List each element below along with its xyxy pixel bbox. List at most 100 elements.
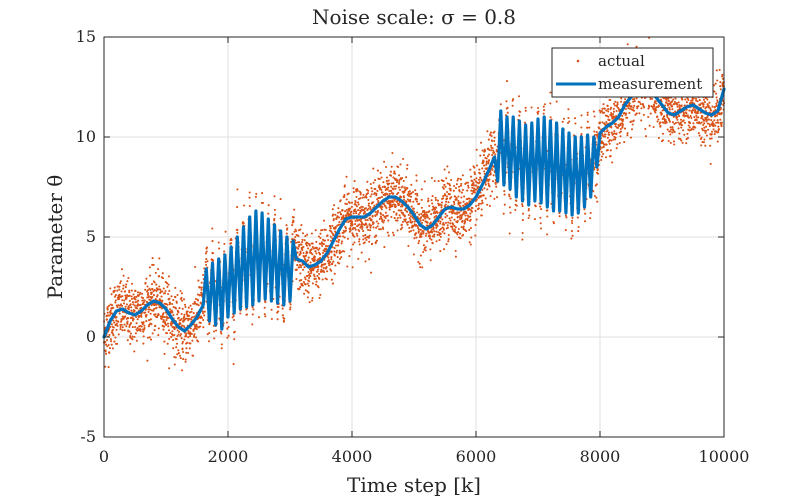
actual-point xyxy=(459,237,462,240)
actual-point xyxy=(158,257,161,260)
actual-point xyxy=(384,211,387,214)
actual-point xyxy=(698,134,701,137)
actual-point xyxy=(681,98,684,101)
actual-point xyxy=(248,196,251,199)
actual-point xyxy=(417,260,420,264)
actual-point xyxy=(381,205,384,208)
actual-point xyxy=(490,144,493,147)
actual-point xyxy=(574,122,577,125)
actual-point xyxy=(122,284,125,287)
actual-point xyxy=(273,217,276,220)
actual-point xyxy=(334,213,337,216)
actual-point xyxy=(362,230,365,233)
actual-point xyxy=(394,187,397,190)
actual-point xyxy=(494,182,497,185)
actual-point xyxy=(340,240,344,243)
actual-point xyxy=(151,332,154,335)
actual-point xyxy=(353,241,356,244)
actual-point xyxy=(140,325,143,328)
actual-point xyxy=(350,201,354,204)
actual-point xyxy=(603,107,606,110)
actual-point xyxy=(163,352,166,355)
actual-point xyxy=(289,308,292,311)
actual-point xyxy=(164,289,167,293)
actual-point xyxy=(308,276,311,279)
actual-point xyxy=(456,231,460,234)
actual-point xyxy=(442,187,445,190)
actual-point xyxy=(122,317,125,320)
actual-point xyxy=(435,226,438,229)
actual-point xyxy=(414,189,417,192)
actual-point xyxy=(318,296,321,299)
actual-point xyxy=(342,235,345,238)
actual-point xyxy=(460,182,463,185)
actual-point xyxy=(667,100,670,103)
actual-point xyxy=(145,313,148,317)
actual-point xyxy=(325,266,328,269)
actual-point xyxy=(638,101,641,104)
actual-point xyxy=(671,108,674,111)
actual-point xyxy=(184,360,187,363)
actual-point xyxy=(203,314,206,317)
actual-point xyxy=(412,207,415,210)
actual-point xyxy=(695,118,698,122)
actual-point xyxy=(446,214,449,217)
actual-point xyxy=(149,274,152,277)
actual-point xyxy=(161,316,164,319)
actual-point xyxy=(172,338,175,342)
actual-point xyxy=(702,141,705,144)
actual-point xyxy=(205,250,208,253)
actual-point xyxy=(434,196,437,199)
actual-point xyxy=(439,250,442,253)
actual-point xyxy=(445,200,448,203)
actual-point xyxy=(115,322,118,325)
actual-point xyxy=(110,340,113,343)
actual-point xyxy=(135,322,138,325)
actual-point xyxy=(607,108,610,111)
actual-point xyxy=(211,252,215,255)
actual-point xyxy=(304,235,307,238)
actual-point xyxy=(635,45,638,48)
actual-point xyxy=(655,102,658,105)
actual-point xyxy=(184,305,187,308)
actual-point xyxy=(396,229,399,232)
actual-point xyxy=(109,309,112,312)
actual-point xyxy=(113,286,116,289)
actual-point xyxy=(549,91,552,94)
actual-point xyxy=(421,221,424,224)
actual-point xyxy=(140,315,143,318)
actual-point xyxy=(137,294,140,298)
actual-point xyxy=(521,203,524,206)
actual-point xyxy=(333,250,336,253)
actual-point xyxy=(376,198,379,201)
actual-point xyxy=(104,340,107,343)
actual-point xyxy=(719,81,722,84)
actual-point xyxy=(478,181,481,184)
actual-point xyxy=(418,213,421,216)
actual-point xyxy=(612,102,616,105)
actual-point xyxy=(485,157,488,160)
actual-point xyxy=(600,155,604,158)
actual-point xyxy=(667,97,670,100)
actual-point xyxy=(469,215,472,218)
actual-point xyxy=(478,172,482,175)
actual-point xyxy=(377,200,380,203)
actual-point xyxy=(168,297,171,300)
actual-point xyxy=(614,100,617,103)
actual-point xyxy=(696,100,699,103)
actual-point xyxy=(166,285,169,288)
actual-point xyxy=(413,237,416,240)
actual-point xyxy=(196,293,199,296)
actual-point xyxy=(299,286,302,289)
actual-point xyxy=(342,214,345,217)
actual-point xyxy=(388,208,391,211)
actual-point xyxy=(568,120,571,123)
actual-point xyxy=(279,198,282,201)
actual-point xyxy=(716,99,719,102)
actual-point xyxy=(372,181,375,184)
actual-point xyxy=(180,369,184,372)
actual-point xyxy=(375,234,378,237)
actual-point xyxy=(697,132,700,135)
actual-point xyxy=(147,310,150,313)
actual-point xyxy=(185,347,188,350)
